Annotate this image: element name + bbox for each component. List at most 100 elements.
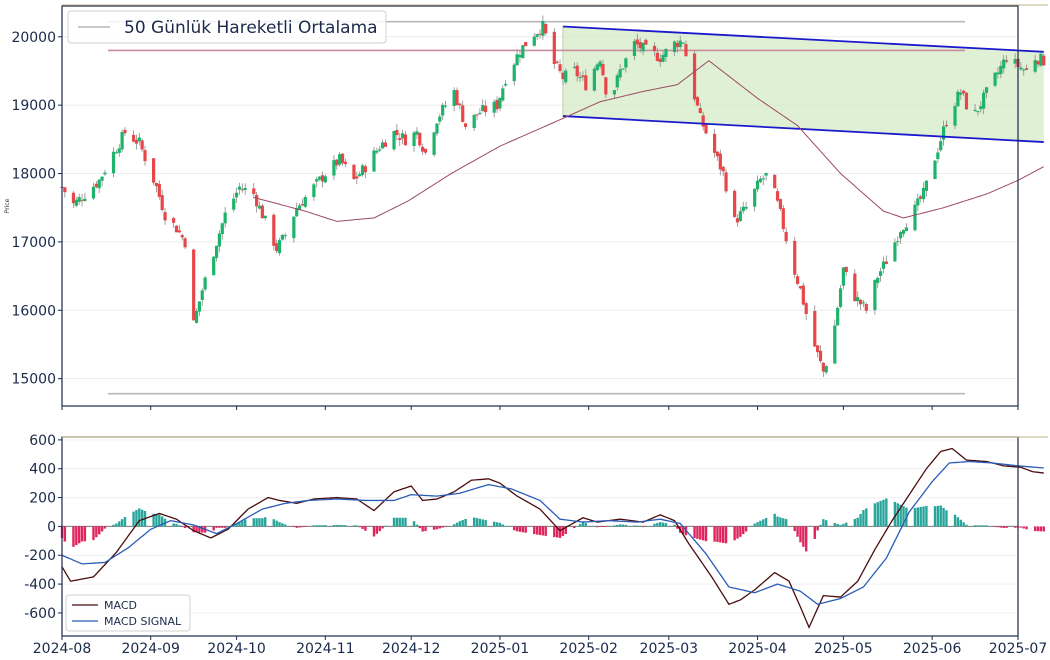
macd-histogram-bar	[656, 522, 659, 527]
candle-body	[280, 234, 284, 240]
candle-body	[375, 150, 379, 153]
candle-body	[595, 64, 599, 71]
candle-body	[461, 105, 465, 122]
macd-histogram-bar	[784, 519, 788, 527]
macd-histogram-bar	[736, 526, 739, 539]
macd-histogram-bar	[759, 520, 762, 527]
channel-fill	[562, 26, 1044, 143]
macd-histogram-bar	[739, 526, 742, 537]
candle-body	[151, 158, 156, 183]
candle-body	[555, 61, 559, 63]
candle-body	[761, 178, 765, 180]
candle-body	[755, 180, 760, 190]
macd-histogram-bar	[962, 522, 965, 527]
y-tick-label: -400	[24, 577, 56, 593]
candle-body	[744, 206, 748, 209]
candle-body	[154, 183, 159, 187]
macd-histogram-bar	[375, 526, 379, 534]
macd-histogram-bar	[472, 517, 476, 527]
candle-body	[753, 188, 757, 207]
candle-body	[658, 58, 662, 62]
macd-histogram-bar	[596, 526, 599, 528]
candle-body	[318, 176, 322, 180]
macd-histogram-bar	[458, 521, 462, 527]
macd-histogram-bar	[544, 526, 547, 536]
candle-body	[521, 45, 525, 58]
candle-body	[618, 69, 622, 78]
candle-body	[478, 112, 482, 115]
macd-histogram-bar	[75, 526, 78, 546]
macd-histogram-bar	[825, 520, 828, 527]
candle-body	[612, 90, 617, 95]
macd-histogram-bar	[882, 499, 885, 527]
macd-histogram-bar	[965, 524, 968, 527]
candle-body	[363, 166, 368, 173]
candle-body	[360, 165, 365, 176]
macd-histogram-bar	[716, 526, 719, 543]
candle-body	[876, 277, 880, 283]
candle-body	[695, 97, 700, 106]
candle-body	[220, 223, 224, 235]
macd-histogram-bar	[475, 518, 479, 527]
macd-histogram-bar	[753, 523, 756, 527]
macd-histogram-bar	[813, 526, 816, 539]
macd-histogram-bar	[999, 526, 1003, 528]
candle-body	[701, 115, 705, 127]
macd-histogram-bar	[195, 526, 198, 533]
macd-histogram-bar	[77, 526, 81, 544]
candle-body	[403, 134, 408, 146]
macd-histogram-bar	[1005, 526, 1008, 528]
candle-body	[332, 160, 336, 176]
macd-histogram-bar	[341, 525, 344, 527]
macd-histogram-bar	[616, 524, 619, 527]
candle-body	[936, 152, 940, 160]
macd-histogram-bar	[804, 526, 808, 552]
candle-body	[203, 277, 207, 290]
macd-histogram-bar	[495, 522, 499, 527]
macd-histogram-bar	[181, 526, 184, 528]
macd-histogram-bar	[676, 526, 679, 529]
candle-body	[398, 138, 402, 141]
macd-histogram-bar	[573, 526, 576, 529]
macd-histogram-bar	[902, 506, 905, 527]
macd-histogram-bar	[198, 526, 201, 533]
candle-body	[94, 183, 98, 188]
candle-body	[856, 297, 860, 302]
candle-body	[984, 87, 989, 93]
candle-body	[684, 44, 688, 57]
macd-histogram-bar	[564, 526, 567, 534]
x-tick-label: 2025-07	[989, 641, 1048, 657]
candle-body	[999, 65, 1003, 75]
candle-body	[111, 151, 116, 174]
candle-body	[297, 205, 302, 210]
candle-body	[303, 196, 307, 207]
macd-histogram-bar	[223, 526, 227, 528]
candle-body	[781, 208, 785, 230]
candle-body	[212, 256, 216, 276]
candle-body	[584, 75, 588, 91]
macd-histogram-bar	[281, 523, 284, 527]
candle-body	[664, 48, 668, 57]
macd-histogram-bar	[822, 519, 825, 527]
candle-body	[263, 215, 267, 219]
candle-body	[475, 114, 479, 116]
candle-body	[738, 211, 742, 221]
macd-histogram-bar	[885, 498, 888, 527]
candle-body	[655, 52, 659, 61]
candle-body	[74, 199, 78, 206]
macd-histogram-bar	[976, 525, 980, 527]
macd-histogram-bar	[538, 526, 542, 536]
macd-histogram-bar	[138, 508, 141, 527]
candle-body	[260, 205, 264, 219]
macd-histogram-bar	[361, 526, 364, 529]
macd-histogram-bar	[919, 506, 922, 527]
x-tick-label: 2024-10	[207, 641, 266, 657]
macd-histogram-bar	[925, 505, 928, 527]
macd-histogram-bar	[693, 526, 696, 539]
macd-histogram-bar	[533, 526, 536, 535]
macd-histogram-bar	[221, 526, 224, 528]
macd-histogram-bar	[799, 526, 802, 543]
candle-body	[223, 212, 227, 224]
macd-line	[61, 447, 1044, 629]
candle-body	[635, 39, 639, 45]
